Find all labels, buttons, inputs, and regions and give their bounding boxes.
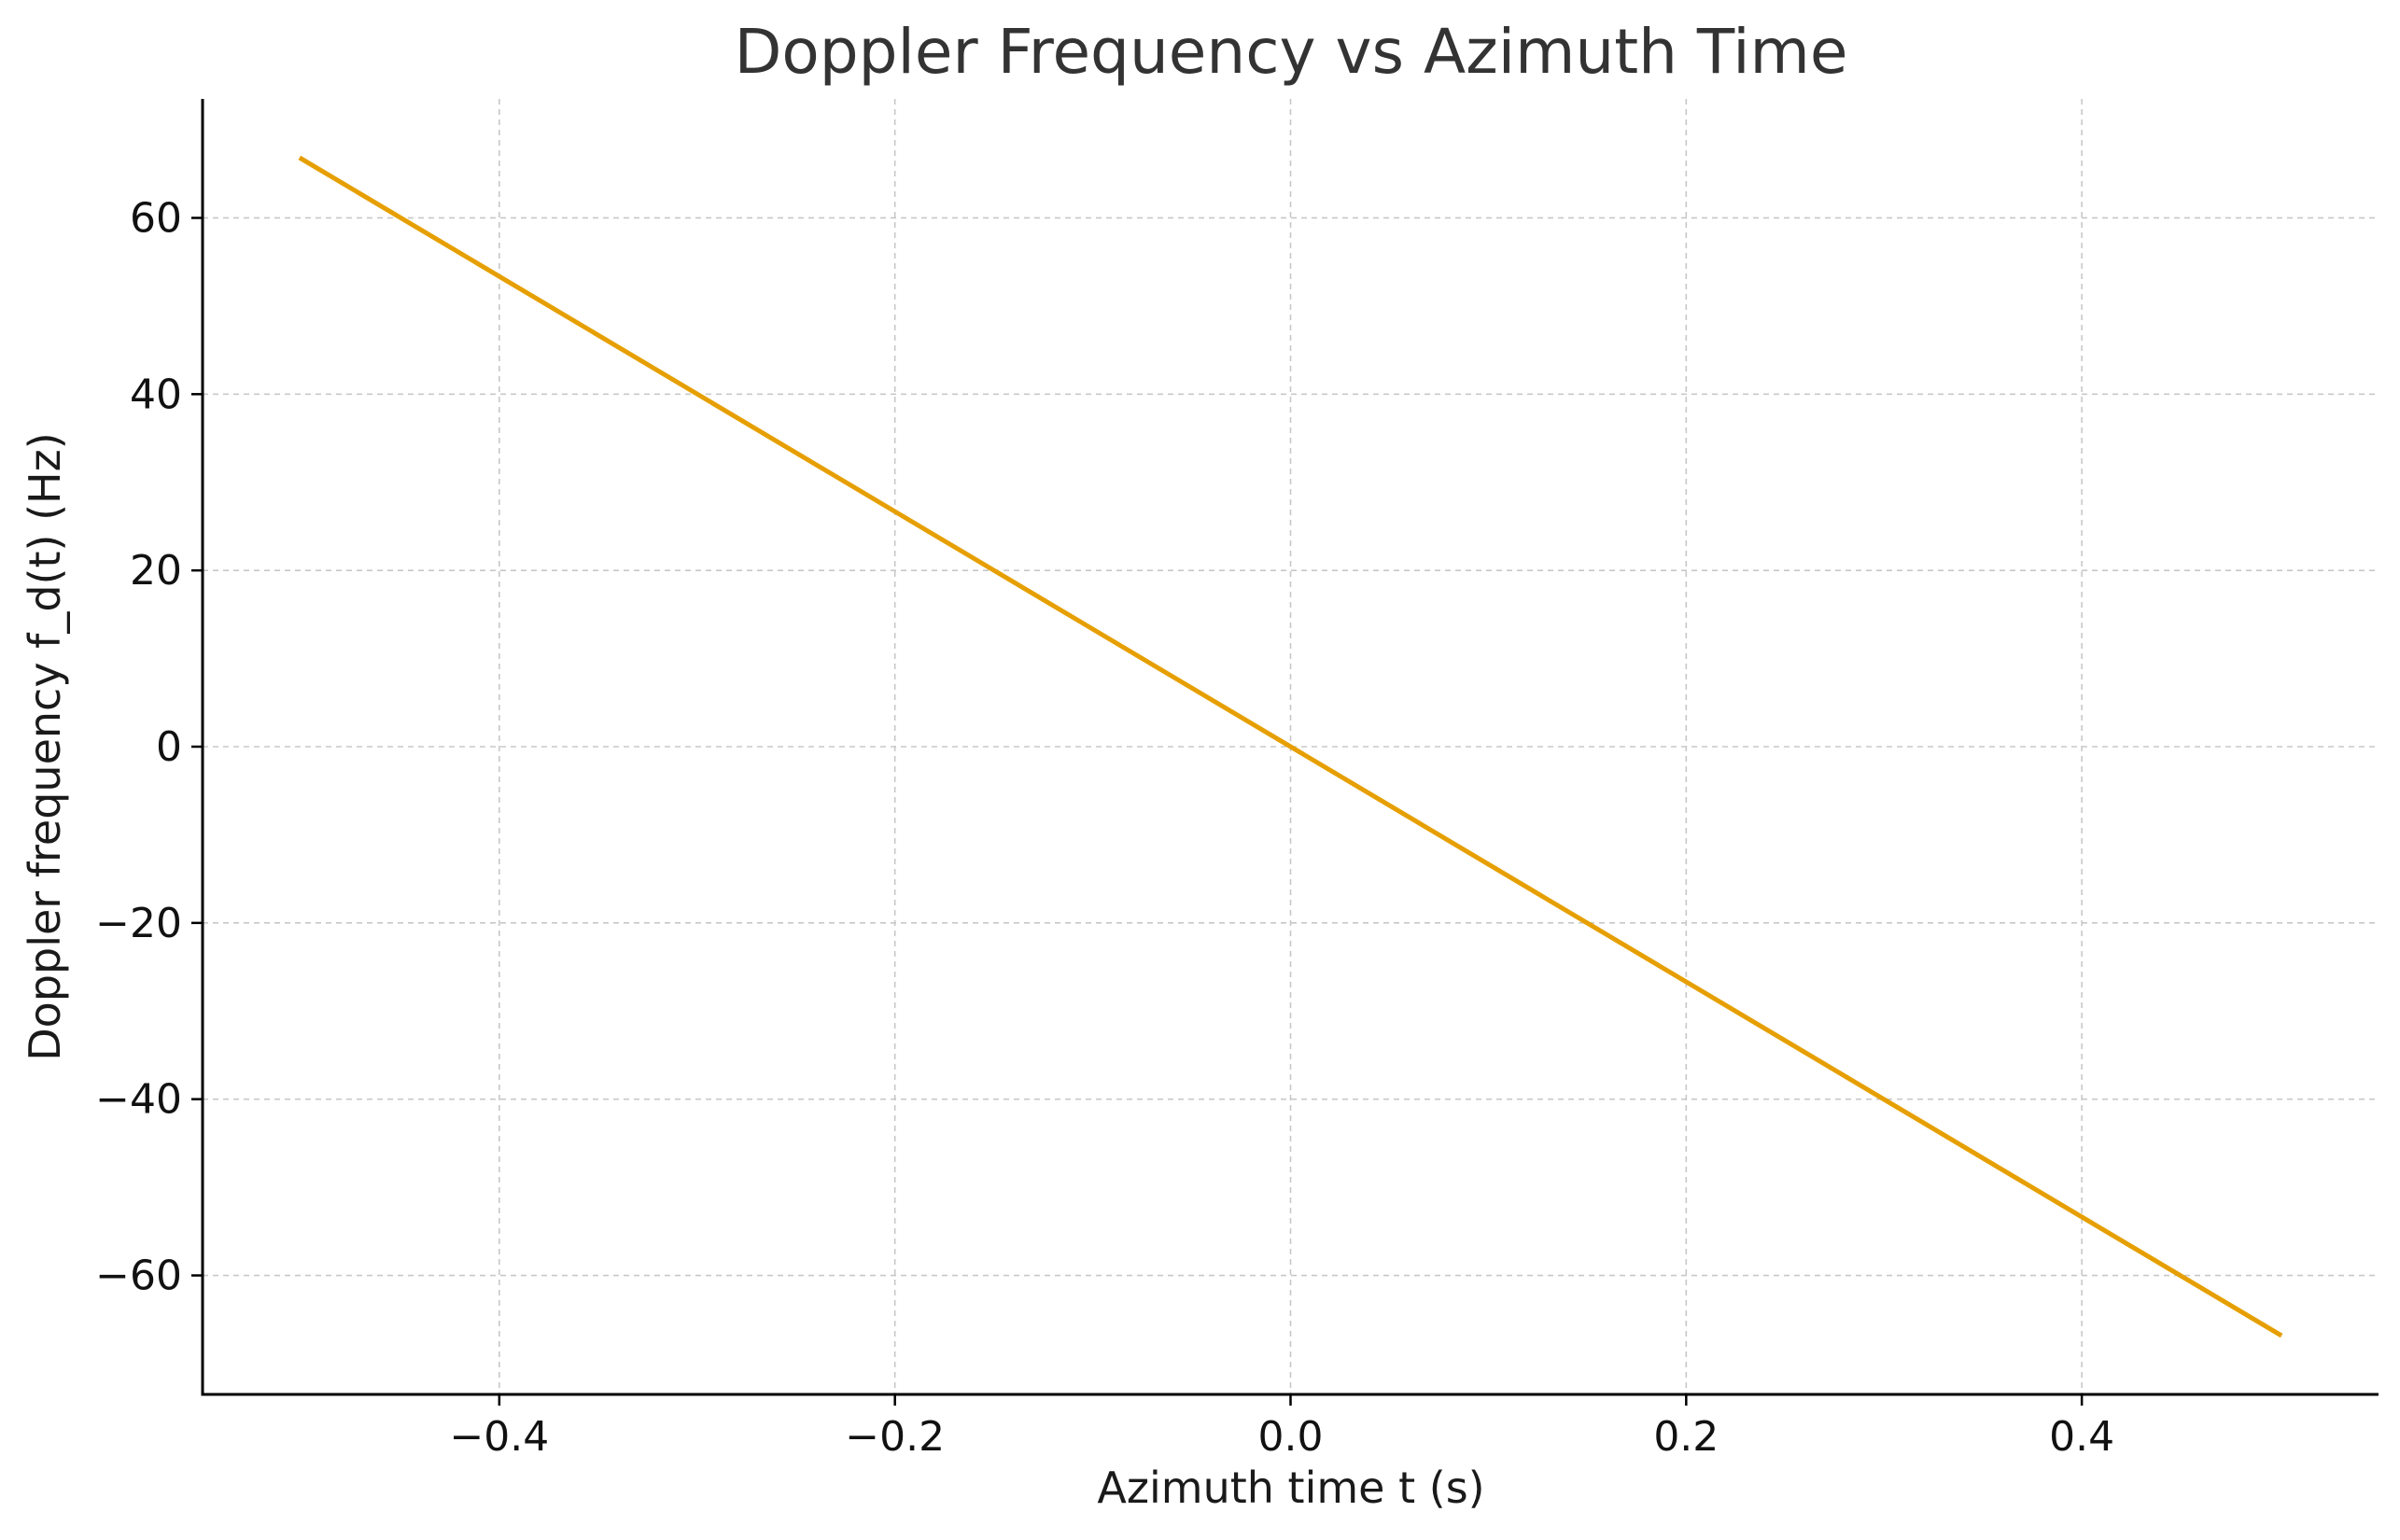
y-tick-label: 20	[130, 547, 182, 595]
series	[298, 155, 2283, 1338]
ticks: −0.4 −0.2 0.0 0.2 0.4 −60 −40 −20 0 20 40 60	[95, 194, 2114, 1461]
y-tick-label: 0	[156, 723, 182, 771]
y-tick-label: −40	[95, 1076, 182, 1124]
x-tick-label: −0.2	[845, 1413, 945, 1461]
series-line	[298, 155, 2283, 1338]
chart-title: Doppler Frequency vs Azimuth Time	[735, 16, 1848, 88]
x-tick-label: 0.2	[1653, 1413, 1719, 1461]
x-tick-label: 0.4	[2049, 1413, 2114, 1461]
y-tick-label: −60	[95, 1253, 182, 1300]
y-tick-label: 40	[130, 371, 182, 418]
x-tick-label: −0.4	[449, 1413, 549, 1461]
x-tick-label: 0.0	[1258, 1413, 1324, 1461]
x-axis-title: Azimuth time t (s)	[1097, 1463, 1484, 1513]
y-tick-label: −20	[95, 900, 182, 947]
y-tick-label: 60	[130, 194, 182, 242]
grid	[203, 99, 2379, 1394]
y-axis-title: Doppler frequency f_d(t) (Hz)	[20, 432, 70, 1061]
